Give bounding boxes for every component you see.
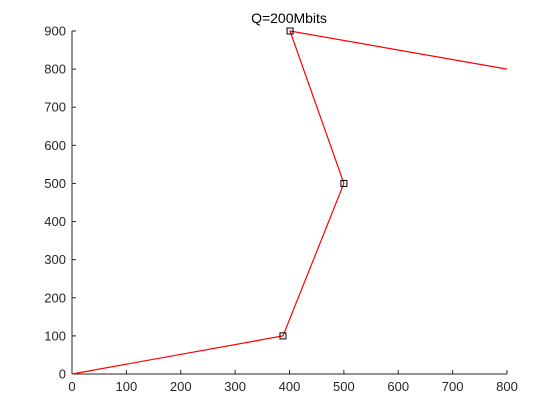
y-tick-label: 900 bbox=[44, 24, 66, 39]
x-tick-label: 300 bbox=[224, 379, 246, 394]
x-tick-label: 200 bbox=[170, 379, 192, 394]
square-marker bbox=[286, 27, 294, 35]
y-tick-label: 100 bbox=[44, 328, 66, 343]
y-tick-label: 200 bbox=[44, 290, 66, 305]
y-tick-label: 800 bbox=[44, 62, 66, 77]
x-tick-label: 500 bbox=[333, 379, 355, 394]
x-tick-label: 800 bbox=[496, 379, 518, 394]
x-tick-label: 400 bbox=[279, 379, 301, 394]
marker-layer bbox=[279, 27, 348, 340]
square-marker bbox=[340, 179, 348, 187]
series-layer bbox=[71, 30, 508, 375]
y-tick-label: 400 bbox=[44, 214, 66, 229]
y-tick-label: 500 bbox=[44, 176, 66, 191]
x-tick-label: 0 bbox=[68, 379, 75, 394]
y-tick-label: 0 bbox=[59, 367, 66, 382]
y-tick-label: 600 bbox=[44, 138, 66, 153]
chart-title: Q=200Mbits bbox=[251, 10, 327, 26]
x-tick-label: 600 bbox=[387, 379, 409, 394]
y-tick-label: 700 bbox=[44, 100, 66, 115]
x-tick-label: 100 bbox=[116, 379, 138, 394]
plot-axes: 0 100 200 300 400 500 600 700 800 0 100 200 300 400 50… bbox=[44, 24, 518, 395]
y-tick-label: 300 bbox=[44, 252, 66, 267]
x-tick-label: 700 bbox=[442, 379, 464, 394]
square-marker bbox=[279, 332, 287, 340]
series-line-0 bbox=[71, 30, 508, 375]
